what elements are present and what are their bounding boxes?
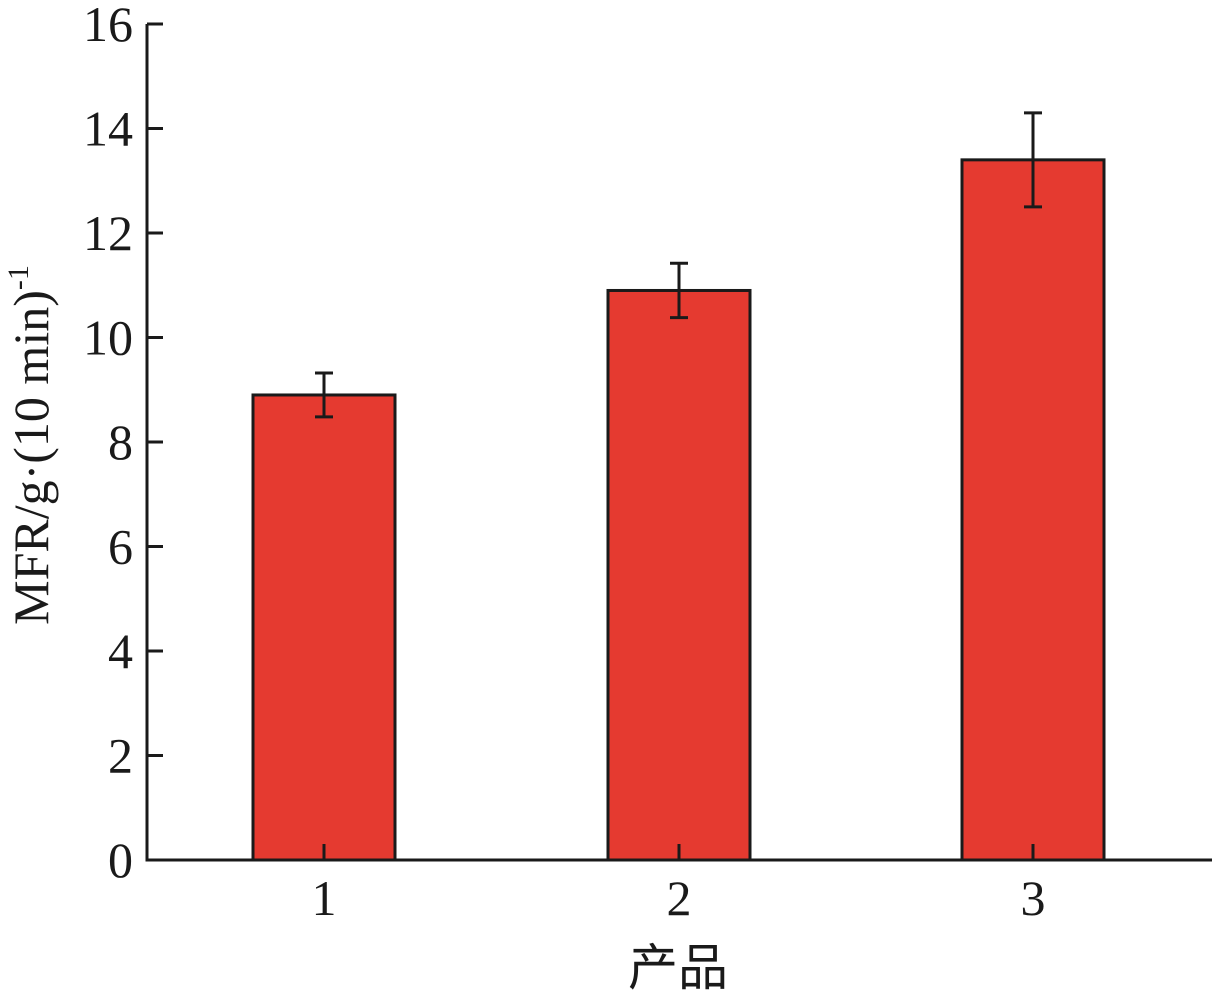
- y-axis-label-superscript: -1: [2, 265, 35, 290]
- y-tick-label: 12: [83, 205, 133, 261]
- y-tick-label: 16: [83, 0, 133, 52]
- error-bars-group: [315, 111, 1042, 419]
- y-tick-label: 10: [83, 310, 133, 366]
- bar-2: [606, 288, 752, 862]
- bar-1: [251, 393, 397, 862]
- x-tick-label-2: 2: [667, 870, 692, 926]
- y-axis-label-main: MFR/g·(10 min): [3, 290, 59, 625]
- x-tick-label-3: 3: [1021, 870, 1046, 926]
- y-tick-label: 14: [83, 101, 133, 157]
- y-tick-label: 4: [108, 623, 133, 679]
- y-tick-label: 8: [108, 414, 133, 470]
- y-axis-ticks: 0 2 4 6 8 10 12 14 16: [83, 0, 163, 888]
- y-tick-label: 0: [108, 832, 133, 888]
- y-axis-label: MFR/g·(10 min)-1: [2, 265, 59, 625]
- x-tick-label-1: 1: [312, 870, 337, 926]
- x-axis-ticks: 1 2 3: [312, 844, 1046, 926]
- x-axis-label: 产品: [628, 940, 728, 996]
- y-tick-label: 6: [108, 519, 133, 575]
- y-tick-label: 2: [108, 728, 133, 784]
- bar-3: [960, 158, 1106, 862]
